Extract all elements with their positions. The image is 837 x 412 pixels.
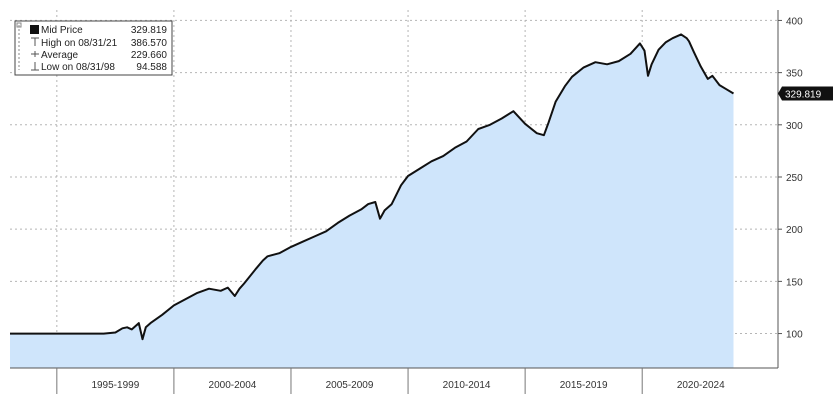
y-tick-label: 400: [786, 16, 803, 27]
x-tick-label: 2020-2024: [677, 380, 725, 391]
y-tick-label: 100: [786, 330, 803, 341]
x-tick-label: 2000-2004: [209, 380, 257, 391]
low-marker-icon: [31, 62, 39, 71]
y-tick-label: 250: [786, 173, 803, 184]
legend-label-low: Low on 08/31/98: [41, 62, 115, 73]
legend: Mid Price 329.819 High on 08/31/21 386.5…: [14, 20, 173, 76]
filled-square-icon: [30, 25, 39, 34]
y-tick-label: 350: [786, 69, 803, 80]
legend-value-mid-price: 329.819: [131, 25, 168, 36]
x-axis: 1995-1999 2000-2004 2005-2009 2010-2014 2015…: [56, 368, 725, 394]
price-line: [10, 33, 735, 341]
series-line: [10, 33, 735, 341]
legend-value-average: 229.660: [131, 50, 168, 61]
average-marker-icon: [31, 51, 39, 57]
high-marker-icon: [31, 37, 39, 46]
legend-label-average: Average: [41, 50, 79, 61]
y-tick-label: 200: [786, 225, 803, 236]
last-value-badge-shape: [778, 86, 833, 101]
x-tick-label: 2005-2009: [326, 380, 374, 391]
legend-handle-icon: [16, 22, 22, 28]
x-tick-label: 2010-2014: [443, 380, 491, 391]
legend-label-mid-price: Mid Price: [41, 25, 83, 36]
y-tick-label: 300: [786, 121, 803, 132]
legend-value-high: 386.570: [131, 38, 168, 49]
legend-label-high: High on 08/31/21: [41, 38, 118, 49]
last-value-label: 329.819: [785, 89, 822, 100]
x-tick-label: 1995-1999: [91, 380, 139, 391]
series-area: [10, 34, 734, 369]
x-tick-label: 2015-2019: [560, 380, 608, 391]
last-value-badge: 329.819: [778, 86, 833, 101]
y-tick-label: 150: [786, 277, 803, 288]
legend-value-low: 94.588: [136, 62, 167, 73]
price-area-fill: [10, 34, 734, 369]
legend-box: [14, 20, 173, 76]
y-axis: 100 150 200 250 300 350 400: [778, 16, 803, 341]
